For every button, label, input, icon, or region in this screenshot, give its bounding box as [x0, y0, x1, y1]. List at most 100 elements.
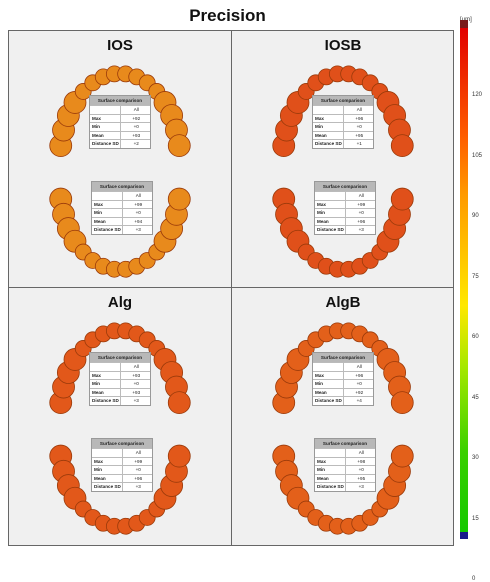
- tooth: [390, 134, 414, 158]
- scale-gradient-bar: [460, 28, 468, 533]
- column-header: All: [344, 192, 376, 200]
- row-label: Max: [315, 372, 324, 378]
- table-row: Min +0: [92, 208, 152, 217]
- tooth: [390, 391, 414, 415]
- tooth: [390, 187, 414, 211]
- scale-tick-label: 0: [472, 576, 476, 582]
- table-row: Max +92: [90, 113, 150, 123]
- scale-tick-label: 30: [472, 455, 479, 461]
- panel-title: IOS: [107, 37, 133, 54]
- surface-comparison-table: Surface comparison All Max +99 Min +0 Mean +96 D…: [314, 181, 376, 235]
- row-label: Distance SD: [94, 227, 121, 233]
- surface-comparison-table: Surface comparison All Max +92 Min +0 Mean +93 D…: [89, 95, 151, 149]
- scale-over-cap: [460, 20, 468, 28]
- row-label: Distance SD: [317, 484, 344, 490]
- table-row: All: [90, 362, 150, 371]
- table-row: Min +0: [90, 122, 150, 131]
- table-row: Mean +96: [92, 473, 153, 483]
- row-label: Min: [92, 381, 100, 387]
- row-value: +96: [342, 114, 374, 123]
- table-row: Max +99: [92, 456, 152, 466]
- table-row: Mean +93: [90, 387, 151, 397]
- scale-tick-label: 105: [472, 152, 483, 159]
- row-label: Min: [315, 381, 323, 387]
- table-row: Distance SD +3: [92, 225, 152, 234]
- tooth: [390, 444, 414, 468]
- row-label: Max: [92, 372, 101, 378]
- tooth: [167, 187, 191, 211]
- row-label: Min: [92, 124, 100, 130]
- row-value: +92: [342, 388, 374, 397]
- scale-tick-label: 45: [472, 394, 479, 401]
- table-row: All: [90, 105, 150, 114]
- surface-comparison-table: Surface comparison All Max +98 Min +0 Mean +95 D…: [314, 438, 376, 492]
- row-label: Max: [94, 201, 103, 207]
- row-label: Min: [317, 467, 325, 473]
- row-label: Min: [315, 124, 323, 130]
- row-value: +0: [121, 466, 153, 474]
- scale-under-cap: [460, 532, 468, 539]
- row-value: +1: [342, 140, 374, 148]
- table-row: Max +99: [315, 199, 376, 209]
- row-value: +4: [342, 397, 374, 405]
- panel-algb: AlgB Surface comparison All Max +96 Min +0 Mean…: [232, 288, 454, 544]
- scale-tick-label: 15: [472, 515, 479, 522]
- row-label: Mean: [317, 475, 329, 481]
- row-label: Mean: [94, 475, 106, 481]
- table-row: Mean +95: [313, 130, 374, 140]
- table-header: Surface comparison: [313, 96, 373, 105]
- tooth: [167, 134, 191, 158]
- table-row: All: [315, 448, 375, 457]
- table-row: Min +0: [92, 465, 152, 474]
- row-label: Mean: [92, 132, 104, 138]
- row-label: Mean: [317, 218, 329, 224]
- row-label: Mean: [315, 132, 327, 138]
- table-row: Min +0: [315, 465, 375, 474]
- column-header: All: [119, 106, 151, 114]
- row-label: Distance SD: [315, 141, 342, 147]
- row-value: +0: [344, 466, 376, 474]
- row-value: +93: [119, 388, 151, 397]
- row-value: +98: [344, 457, 376, 466]
- row-value: +0: [119, 123, 151, 131]
- row-value: +94: [121, 217, 153, 226]
- row-label: Max: [317, 458, 326, 464]
- panel-ios: IOS Surface comparison All Max +92 Min +0 Mean +…: [9, 31, 231, 287]
- table-row: Max +99: [92, 199, 153, 209]
- grid-divider-horizontal: [9, 287, 453, 288]
- table-row: All: [315, 191, 375, 200]
- table-row: Min +0: [315, 208, 375, 217]
- table-row: All: [313, 105, 373, 114]
- table-header: Surface comparison: [90, 353, 150, 362]
- table-row: Distance SD +2: [90, 139, 150, 148]
- column-header: All: [121, 192, 153, 200]
- table-header: Surface comparison: [315, 439, 375, 448]
- row-value: +99: [344, 200, 376, 209]
- table-row: Max +98: [315, 456, 376, 466]
- surface-comparison-table: Surface comparison All Max +99 Min +0 Mean +96 D…: [91, 438, 153, 492]
- table-row: Mean +93: [90, 130, 151, 140]
- row-label: Distance SD: [92, 398, 119, 404]
- row-value: +3: [344, 226, 376, 234]
- grid-divider-vertical: [231, 31, 232, 545]
- dental-arch-model: [49, 322, 191, 535]
- table-row: Distance SD +1: [313, 139, 373, 148]
- table-row: Mean +94: [92, 216, 153, 226]
- row-label: Min: [317, 210, 325, 216]
- row-label: Min: [94, 210, 102, 216]
- row-value: +0: [121, 209, 153, 217]
- row-value: +3: [121, 483, 153, 491]
- tooth: [167, 444, 191, 468]
- row-value: +99: [121, 200, 153, 209]
- row-value: +93: [119, 131, 151, 140]
- row-value: +95: [342, 131, 374, 140]
- surface-comparison-table: Surface comparison All Max +99 Min +0 Mean +94 D…: [91, 181, 153, 235]
- table-header: Surface comparison: [92, 439, 152, 448]
- row-value: +3: [344, 483, 376, 491]
- row-value: +96: [121, 474, 153, 483]
- table-row: Max +93: [90, 370, 150, 380]
- surface-comparison-table: Surface comparison All Max +96 Min +0 Mean +92 D…: [312, 352, 374, 406]
- table-row: Distance SD +4: [313, 396, 373, 405]
- column-header: All: [344, 449, 376, 457]
- panel-title: Alg: [107, 294, 133, 311]
